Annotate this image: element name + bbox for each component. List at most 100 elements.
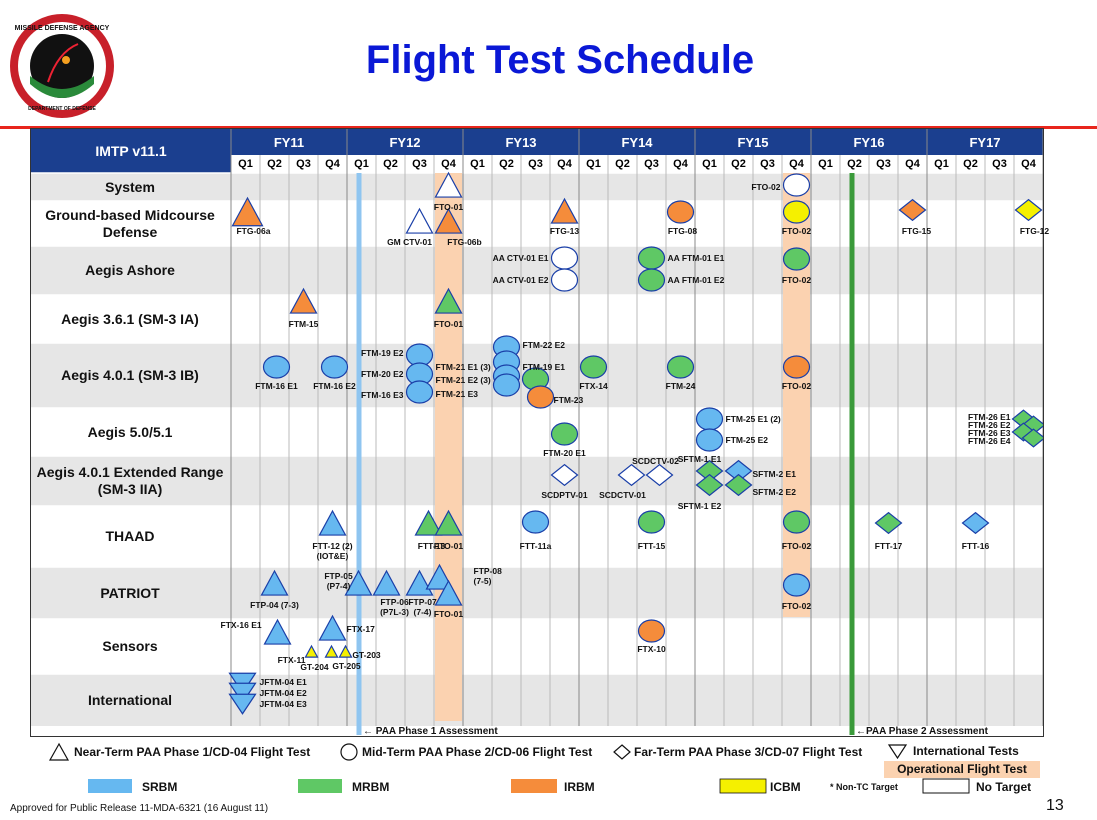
test-label: FTM-23	[553, 395, 584, 405]
test-label: FTM-16 E3	[360, 390, 404, 400]
mid-term-icon	[340, 743, 358, 761]
test-triangle	[231, 196, 264, 227]
quarter-header: Q4	[905, 158, 920, 170]
row-label: Aegis 5.0/5.1	[87, 423, 173, 440]
legend-operational: Operational Flight Test	[884, 761, 1040, 778]
quarter-header: Q3	[296, 158, 311, 170]
test-label: FTT-17	[874, 541, 903, 551]
test-diamond	[898, 198, 927, 222]
page-number: 13	[1046, 797, 1064, 814]
row-background	[31, 619, 1043, 674]
operational-column	[783, 173, 810, 617]
test-diamond	[874, 511, 903, 535]
legend-irbm: IRBM	[564, 780, 595, 794]
test-triangle	[344, 569, 373, 596]
quarter-header: Q4	[1021, 158, 1036, 170]
test-label: JFTM-04 E1	[259, 677, 307, 687]
quarter-header: Q4	[673, 158, 688, 170]
test-label: (7-5)	[473, 576, 492, 586]
test-label: FTT-15	[637, 541, 666, 551]
test-label: FTM-19 E2	[360, 348, 404, 358]
test-circle	[550, 246, 579, 270]
test-label: FTG-15	[901, 226, 932, 236]
legend-far-term: Far-Term PAA Phase 3/CD-07 Flight Test	[634, 745, 863, 759]
test-circle	[492, 373, 521, 397]
test-label: FTM-20 E1	[543, 448, 586, 458]
test-label: (7-4)	[413, 607, 432, 617]
test-label: GT-204	[300, 662, 329, 672]
test-label: FTM-16 E2	[313, 381, 356, 391]
test-circle	[782, 247, 811, 271]
test-diamond	[1014, 198, 1043, 222]
quarter-header: Q2	[847, 158, 862, 170]
test-label: FTM-25 E2	[725, 435, 769, 445]
test-label: AA FTM-01 E2	[667, 275, 725, 285]
row-label: International	[87, 691, 172, 708]
test-label: FTP-05	[324, 571, 353, 581]
quarter-header: Q3	[412, 158, 427, 170]
quarter-header: Q4	[325, 158, 340, 170]
icbm-swatch	[719, 778, 767, 794]
test-triangle	[324, 644, 339, 658]
test-circle	[637, 268, 666, 292]
test-triangle	[304, 644, 319, 658]
test-label: FTO-02	[751, 182, 781, 192]
test-circle	[782, 510, 811, 534]
quarter-header: Q2	[963, 158, 978, 170]
test-label: FTG-06b	[447, 237, 482, 247]
mrbm-swatch	[298, 779, 342, 793]
fiscal-year-header: FY13	[505, 135, 537, 150]
test-label: FTM-21 E1 (3)	[435, 362, 491, 372]
row-label: PATRIOT	[100, 584, 160, 601]
test-label: FTO-02	[781, 275, 812, 285]
page-title: Flight Test Schedule	[365, 38, 755, 82]
test-label: AA FTM-01 E1	[667, 253, 725, 263]
test-circle	[782, 573, 811, 597]
intl-triangle	[228, 693, 257, 715]
no-target-swatch	[922, 778, 970, 794]
test-triangle	[434, 287, 463, 314]
test-label: FTP-04 (7-3)	[250, 600, 299, 610]
test-label: FTM-20 E2	[360, 369, 404, 379]
quarter-header: Q1	[586, 158, 601, 170]
legend-mid-term: Mid-Term PAA Phase 2/CD-06 Flight Test	[362, 745, 593, 759]
test-circle	[637, 619, 666, 643]
test-circle	[521, 510, 550, 534]
test-label: FTO-01	[433, 202, 464, 212]
quarter-header: Q4	[557, 158, 572, 170]
near-term-icon	[48, 742, 70, 761]
test-label: FTX-11	[277, 655, 306, 665]
row-label: THAAD	[105, 528, 155, 544]
quarter-header: Q2	[267, 158, 282, 170]
test-label: FTT-16	[961, 541, 990, 551]
fiscal-year-header: FY16	[853, 135, 885, 150]
quarter-header: Q3	[760, 158, 775, 170]
row-background	[31, 674, 1043, 726]
row-label: System	[105, 178, 155, 195]
test-diamond	[645, 463, 674, 487]
legend-non-tc: * Non-TC Target	[830, 782, 898, 792]
fiscal-year-header: FY17	[969, 135, 1001, 150]
test-circle	[782, 355, 811, 379]
quarter-header: Q4	[441, 158, 456, 170]
test-label: FTM-16 E1	[255, 381, 298, 391]
phase2-assessment-label: ←PAA Phase 2 Assessment	[856, 726, 988, 737]
legend-mrbm: MRBM	[352, 780, 390, 794]
row-background	[31, 567, 1043, 619]
test-diamond	[695, 473, 724, 497]
test-label: JFTM-04 E2	[259, 688, 307, 698]
test-triangle	[434, 509, 463, 536]
test-triangle	[263, 618, 292, 645]
test-triangle	[338, 644, 353, 658]
test-label: SCDCTV-01	[599, 490, 646, 500]
row-background	[31, 456, 1043, 506]
test-label: FTT-13	[417, 541, 446, 551]
test-label: FTT-11a	[519, 541, 552, 551]
test-label: GT-205	[332, 661, 361, 671]
schedule-grid: IMTP v11.1 FY11 Q1 Q2 Q3 Q4 FY12 Q1 Q2 Q3 Q4 FY13 Q1…	[30, 128, 1049, 737]
test-diamond	[1021, 428, 1043, 448]
test-label: GT-203	[352, 650, 381, 660]
legend-icbm: ICBM	[770, 780, 801, 794]
test-circle	[579, 355, 608, 379]
test-circle	[405, 380, 434, 404]
